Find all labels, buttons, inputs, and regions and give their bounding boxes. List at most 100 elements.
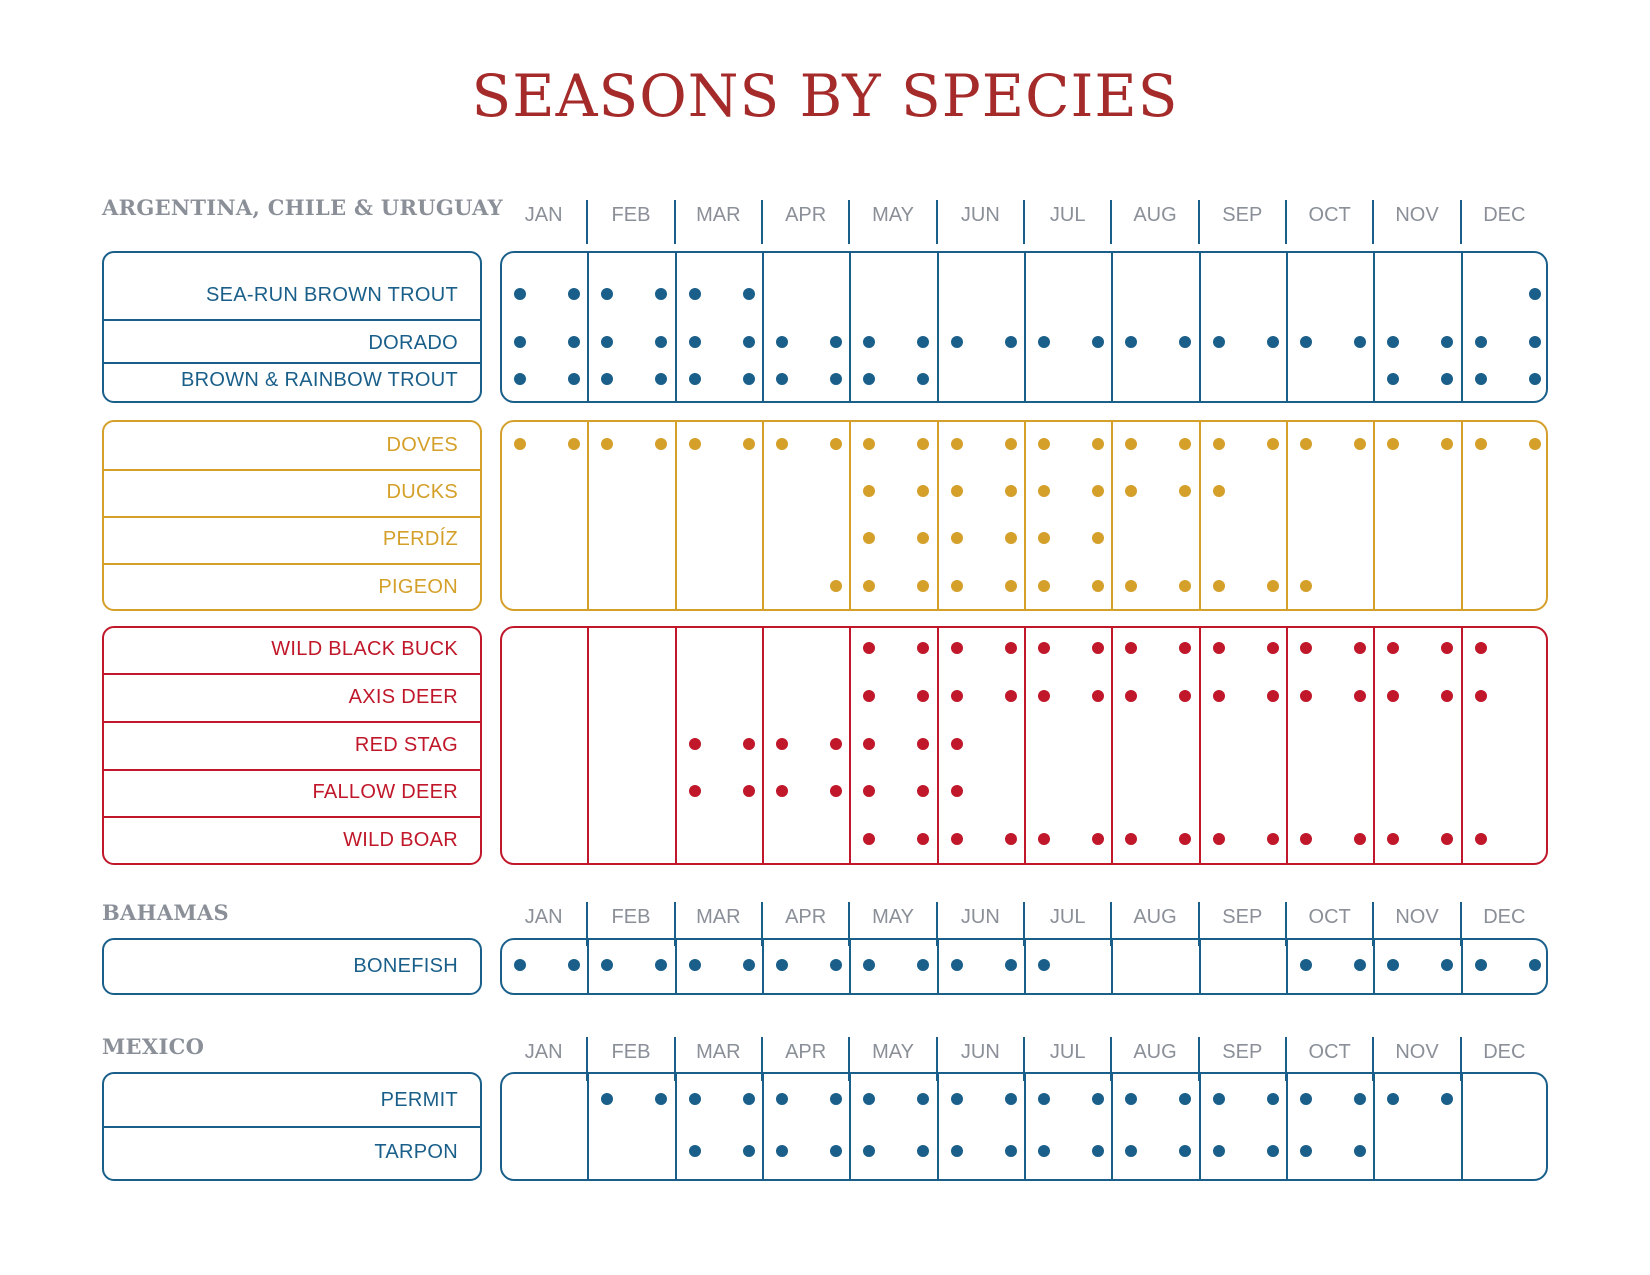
season-dot-tarpon-sep-early bbox=[1212, 1145, 1225, 1157]
season-dot-doves-feb-late bbox=[655, 438, 668, 450]
season-dot-ducks-jun-early bbox=[950, 485, 963, 497]
season-grid bbox=[500, 420, 1548, 611]
season-dot-axis-deer-aug-early bbox=[1125, 690, 1138, 702]
month-label-apr: APR bbox=[785, 1041, 827, 1063]
month-separator bbox=[673, 902, 676, 946]
season-dot-brown-rainbow-trout-apr-late bbox=[830, 373, 842, 385]
season-dot-permit-mar-early bbox=[688, 1093, 701, 1105]
season-dot-pigeon-may-late bbox=[917, 580, 930, 592]
region-heading: MEXICO bbox=[102, 1034, 205, 1059]
season-dot-dorado-dec-early bbox=[1474, 336, 1487, 348]
season-dot-wild-black-buck-nov-late bbox=[1441, 642, 1454, 654]
month-label-jul: JUL bbox=[1049, 1041, 1086, 1063]
season-dot-red-stag-apr-early bbox=[776, 738, 788, 750]
season-dot-perd-z-jul-late bbox=[1092, 532, 1104, 544]
species-label-box: PERMIT TARPON bbox=[102, 1072, 482, 1181]
species-label-bonefish: BONEFISH bbox=[353, 955, 458, 977]
label-divider bbox=[104, 361, 480, 364]
season-dot-brown-rainbow-trout-jan-early bbox=[514, 373, 526, 385]
label-divider bbox=[104, 563, 480, 565]
month-gridline bbox=[849, 940, 852, 993]
season-dot-doves-jan-late bbox=[568, 438, 580, 450]
season-dot-axis-deer-sep-late bbox=[1266, 690, 1279, 702]
season-dot-perd-z-may-late bbox=[917, 532, 930, 544]
month-gridline bbox=[1460, 422, 1463, 609]
season-dot-bonefish-jun-early bbox=[950, 959, 963, 971]
month-gridline bbox=[1198, 422, 1201, 609]
species-label-box: DOVES DUCKS PERDÍZ PIGEON bbox=[102, 420, 482, 611]
month-separator bbox=[1197, 1037, 1200, 1081]
month-separator bbox=[1459, 902, 1462, 946]
season-dot-wild-boar-nov-late bbox=[1441, 833, 1454, 845]
season-dot-permit-oct-early bbox=[1300, 1093, 1312, 1105]
season-dot-doves-oct-late bbox=[1354, 438, 1366, 450]
month-gridline bbox=[762, 628, 764, 863]
season-dot-doves-jan-early bbox=[514, 438, 526, 450]
month-gridline bbox=[1111, 253, 1114, 401]
month-label-apr: APR bbox=[785, 204, 827, 226]
season-dot-wild-black-buck-jun-early bbox=[950, 642, 963, 654]
season-dot-doves-jun-late bbox=[1004, 438, 1017, 450]
season-dot-doves-mar-late bbox=[742, 438, 755, 450]
season-dot-ducks-may-late bbox=[917, 485, 930, 497]
season-dot-dorado-nov-early bbox=[1387, 336, 1400, 348]
month-separator bbox=[1110, 1037, 1113, 1081]
season-dot-doves-nov-late bbox=[1441, 438, 1454, 450]
season-dot-permit-nov-late bbox=[1441, 1093, 1454, 1105]
season-dot-wild-boar-jul-late bbox=[1092, 833, 1104, 845]
month-separator bbox=[1285, 902, 1287, 946]
month-separator bbox=[586, 200, 589, 244]
month-gridline bbox=[849, 422, 852, 609]
month-label-aug: AUG bbox=[1133, 906, 1177, 928]
month-separator bbox=[673, 200, 676, 244]
season-dot-brown-rainbow-trout-nov-late bbox=[1441, 373, 1454, 385]
season-dot-permit-nov-early bbox=[1387, 1093, 1400, 1105]
season-dot-permit-mar-late bbox=[742, 1093, 755, 1105]
season-dot-permit-aug-late bbox=[1179, 1093, 1192, 1105]
season-dot-pigeon-sep-late bbox=[1266, 580, 1279, 592]
season-dot-red-stag-may-late bbox=[917, 738, 930, 750]
month-separator bbox=[848, 200, 851, 244]
month-label-nov: NOV bbox=[1395, 204, 1439, 226]
month-label-dec: DEC bbox=[1483, 1041, 1526, 1063]
month-label-feb: FEB bbox=[611, 906, 651, 928]
season-dot-bonefish-nov-late bbox=[1441, 959, 1454, 971]
month-label-oct: OCT bbox=[1308, 906, 1351, 928]
month-gridline bbox=[849, 628, 852, 863]
season-dot-pigeon-jun-late bbox=[1004, 580, 1017, 592]
season-dot-axis-deer-sep-early bbox=[1212, 690, 1225, 702]
season-dot-dorado-apr-late bbox=[830, 336, 842, 348]
month-separator bbox=[1285, 1037, 1287, 1081]
season-dot-sea-run-brown-trout-feb-early bbox=[601, 288, 614, 300]
season-dot-bonefish-apr-early bbox=[776, 959, 788, 971]
month-label-feb: FEB bbox=[611, 204, 651, 226]
season-dot-wild-black-buck-aug-early bbox=[1125, 642, 1138, 654]
month-label-aug: AUG bbox=[1133, 1041, 1177, 1063]
month-label-may: MAY bbox=[872, 1041, 914, 1063]
season-dot-ducks-jul-late bbox=[1092, 485, 1104, 497]
month-gridline bbox=[1373, 628, 1376, 863]
month-gridline bbox=[587, 253, 590, 401]
species-label-permit: PERMIT bbox=[380, 1089, 458, 1111]
species-label-box: WILD BLACK BUCK AXIS DEER RED STAG FALLOW D… bbox=[102, 626, 482, 865]
month-gridline bbox=[1286, 253, 1288, 401]
region-heading: ARGENTINA, CHILE & URUGUAY bbox=[102, 195, 503, 220]
season-dot-sea-run-brown-trout-jan-late bbox=[568, 288, 580, 300]
season-dot-wild-boar-oct-early bbox=[1300, 833, 1312, 845]
season-dot-dorado-sep-late bbox=[1266, 336, 1279, 348]
season-dot-axis-deer-aug-late bbox=[1179, 690, 1192, 702]
season-dot-wild-black-buck-may-early bbox=[863, 642, 876, 654]
season-dot-wild-black-buck-jul-early bbox=[1038, 642, 1050, 654]
month-label-apr: APR bbox=[785, 906, 827, 928]
season-dot-perd-z-jun-late bbox=[1004, 532, 1017, 544]
month-separator bbox=[673, 1037, 676, 1081]
month-separator bbox=[1197, 902, 1200, 946]
season-dot-doves-sep-early bbox=[1212, 438, 1225, 450]
season-dot-sea-run-brown-trout-mar-late bbox=[742, 288, 755, 300]
season-dot-bonefish-jan-early bbox=[514, 959, 526, 971]
month-gridline bbox=[1286, 628, 1288, 863]
season-dot-fallow-deer-may-late bbox=[917, 785, 930, 797]
season-dot-wild-boar-dec-early bbox=[1474, 833, 1487, 845]
season-dot-ducks-jun-late bbox=[1004, 485, 1017, 497]
month-separator bbox=[848, 902, 851, 946]
